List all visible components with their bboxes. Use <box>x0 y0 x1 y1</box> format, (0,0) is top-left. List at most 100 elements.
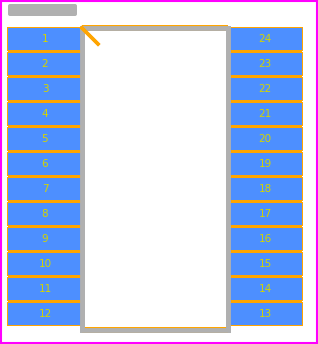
Text: 21: 21 <box>258 109 272 119</box>
Text: 23: 23 <box>258 59 272 69</box>
Bar <box>8 178 82 200</box>
Bar <box>228 300 302 303</box>
Bar <box>8 75 82 78</box>
Bar <box>228 275 302 278</box>
Bar <box>82 28 228 330</box>
Bar <box>228 200 302 203</box>
Bar <box>227 252 303 276</box>
Bar <box>8 103 82 125</box>
Bar <box>8 228 82 250</box>
Text: 20: 20 <box>259 134 272 144</box>
Bar <box>82 25 228 31</box>
Text: 7: 7 <box>42 184 48 194</box>
Bar <box>228 100 302 103</box>
Bar <box>227 27 303 51</box>
Bar <box>8 128 82 150</box>
Bar <box>228 178 302 200</box>
Text: 8: 8 <box>42 209 48 219</box>
Bar <box>8 303 82 325</box>
Text: 13: 13 <box>258 309 272 319</box>
Bar <box>8 153 82 175</box>
Bar <box>228 53 302 75</box>
Bar <box>8 250 82 253</box>
Bar <box>7 252 83 276</box>
Bar <box>7 277 83 301</box>
Bar <box>7 227 83 251</box>
Bar <box>7 202 83 226</box>
Bar <box>228 28 302 50</box>
Bar <box>227 127 303 151</box>
Bar <box>82 28 228 330</box>
Text: 15: 15 <box>258 259 272 269</box>
Bar <box>8 300 82 303</box>
Bar <box>82 327 228 333</box>
Bar <box>228 253 302 275</box>
Bar <box>8 175 82 178</box>
FancyBboxPatch shape <box>8 4 77 16</box>
Text: 24: 24 <box>258 34 272 44</box>
Bar <box>8 253 82 275</box>
Bar <box>228 75 302 78</box>
Bar <box>228 203 302 225</box>
Bar <box>8 225 82 228</box>
Bar <box>7 52 83 76</box>
Bar <box>227 102 303 126</box>
Text: 3: 3 <box>42 84 48 94</box>
Bar <box>82 28 85 325</box>
Text: 19: 19 <box>258 159 272 169</box>
Bar <box>228 250 302 253</box>
Bar <box>8 53 82 75</box>
Bar <box>7 77 83 101</box>
Bar <box>8 78 82 100</box>
Bar <box>227 202 303 226</box>
Bar <box>225 28 231 325</box>
Bar <box>7 127 83 151</box>
Bar <box>227 152 303 176</box>
Bar <box>228 278 302 300</box>
Bar <box>228 150 302 153</box>
Text: 16: 16 <box>258 234 272 244</box>
Text: 6: 6 <box>42 159 48 169</box>
Bar <box>227 277 303 301</box>
Text: 17: 17 <box>258 209 272 219</box>
Bar <box>228 175 302 178</box>
Bar <box>8 28 82 50</box>
Bar <box>227 77 303 101</box>
Bar <box>8 50 82 53</box>
Bar <box>7 102 83 126</box>
Bar <box>228 225 302 228</box>
Bar <box>7 152 83 176</box>
Bar <box>8 203 82 225</box>
Text: 14: 14 <box>258 284 272 294</box>
Bar <box>228 128 302 150</box>
Bar <box>227 177 303 201</box>
Bar <box>228 228 302 250</box>
Text: 1: 1 <box>42 34 48 44</box>
Bar <box>227 227 303 251</box>
Bar <box>7 302 83 326</box>
Bar <box>228 78 302 100</box>
Bar <box>228 303 302 325</box>
Text: 2: 2 <box>42 59 48 69</box>
Bar <box>8 275 82 278</box>
Bar <box>228 153 302 175</box>
Text: 12: 12 <box>38 309 52 319</box>
Bar <box>227 52 303 76</box>
Bar <box>7 27 83 51</box>
Bar <box>8 200 82 203</box>
Text: 22: 22 <box>258 84 272 94</box>
Text: 11: 11 <box>38 284 52 294</box>
Text: 10: 10 <box>38 259 52 269</box>
Bar <box>227 302 303 326</box>
Text: 4: 4 <box>42 109 48 119</box>
Bar <box>8 278 82 300</box>
Text: 5: 5 <box>42 134 48 144</box>
Bar <box>8 125 82 128</box>
Text: 18: 18 <box>258 184 272 194</box>
Bar <box>228 125 302 128</box>
Text: 9: 9 <box>42 234 48 244</box>
Bar <box>7 177 83 201</box>
Bar <box>228 50 302 53</box>
Bar <box>8 100 82 103</box>
Bar <box>228 103 302 125</box>
